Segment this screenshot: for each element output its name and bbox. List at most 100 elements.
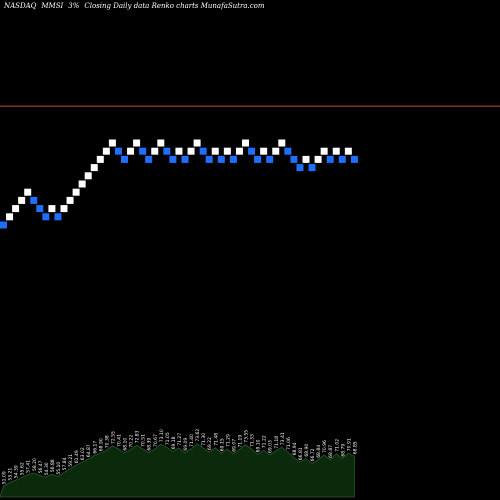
renko-brick-down	[217, 155, 225, 163]
volume-label: 66.72	[310, 448, 316, 461]
volume-label: 70.38	[104, 435, 110, 448]
renko-brick-up	[96, 155, 104, 163]
renko-brick-up	[102, 147, 110, 155]
renko-brick-down	[350, 155, 358, 163]
volume-label: 56.88	[50, 459, 56, 472]
renko-brick-up	[193, 139, 201, 147]
renko-brick-up	[344, 147, 352, 155]
volume-label: 63.02	[80, 447, 86, 460]
renko-brick-down	[181, 155, 189, 163]
volume-label: 73.62	[195, 429, 201, 442]
volume-label: 68.94	[292, 442, 298, 455]
volume-labels-group: 51.09 53.21 54.39 55.62 57.41 58.20 56.47 54.30…	[2, 429, 359, 485]
renko-brick-up	[6, 213, 14, 221]
volume-label: 71.05	[165, 432, 171, 445]
volume-label: 66.81	[298, 447, 304, 460]
renko-brick-up	[211, 147, 219, 155]
volume-label: 69.22	[207, 437, 213, 450]
volume-label: 73.10	[159, 429, 165, 442]
exchange-label: NASDAQ	[4, 2, 37, 10]
renko-brick-down	[36, 205, 44, 213]
volume-label: 69.10	[256, 439, 262, 452]
renko-brick-down	[30, 196, 38, 204]
renko-brick-up	[108, 139, 116, 147]
renko-brick-down	[266, 155, 274, 163]
volume-label: 69.09	[183, 438, 189, 451]
volume-label: 54.39	[14, 465, 20, 478]
renko-brick-down	[338, 155, 346, 163]
renko-brick-down	[296, 164, 304, 172]
volume-label: 55.10	[56, 462, 62, 475]
volume-label: 68.90	[304, 444, 310, 457]
volume-label: 53.21	[8, 468, 14, 481]
renko-brick-down	[121, 155, 128, 163]
renko-brick-up	[175, 147, 183, 155]
volume-label: 59.21	[68, 454, 74, 467]
renko-brick-down	[42, 213, 50, 221]
renko-brick-up	[242, 139, 249, 147]
header-tail-text: Closing Daily data Renko charts MunafaSu…	[84, 2, 265, 10]
volume-label: 51.09	[2, 471, 8, 484]
volume-label: 64.87	[86, 444, 92, 457]
chart-header: NASDAQ MMSI 3% Closing Daily data Renko cha…	[4, 2, 270, 10]
renko-brick-up	[260, 147, 268, 155]
volume-label: 69.15	[219, 438, 225, 451]
renko-brick-down	[248, 147, 256, 155]
renko-brick-down	[254, 155, 262, 163]
renko-brick-down	[308, 164, 316, 172]
volume-label: 56.47	[38, 460, 44, 473]
volume-label: 73.41	[280, 432, 286, 445]
volume-label: 69.07	[231, 439, 237, 452]
volume-label: 71.33	[250, 434, 256, 447]
volume-label: 57.41	[26, 460, 32, 473]
renko-brick-up	[84, 172, 92, 180]
renko-brick-up	[78, 180, 86, 188]
volume-label: 68.85	[352, 441, 358, 454]
volume-label: 71.30	[201, 433, 207, 446]
volume-label: 71.29	[225, 434, 231, 447]
renko-brick-up	[314, 155, 322, 163]
volume-label: 71.06	[286, 437, 292, 450]
volume-label: 58.20	[32, 458, 38, 471]
volume-label: 68.79	[340, 444, 346, 457]
volume-label: 69.03	[268, 440, 274, 453]
renko-brick-up	[320, 147, 328, 155]
renko-brick-up	[157, 139, 165, 147]
renko-brick-down	[290, 155, 298, 163]
volume-label: 68.87	[328, 445, 334, 458]
renko-brick-up	[60, 205, 68, 213]
volume-area-group	[0, 443, 355, 498]
volume-label: 71.27	[177, 433, 183, 446]
renko-brick-up	[127, 147, 135, 155]
renko-brick-up	[90, 164, 98, 172]
renko-brick-down	[284, 147, 292, 155]
volume-label: 68.10	[123, 438, 129, 451]
volume-label: 71.40	[189, 434, 195, 447]
volume-label: 72.55	[110, 431, 116, 444]
renko-brick-down	[199, 147, 207, 155]
symbol-label: MMSI	[41, 2, 64, 10]
renko-brick-up	[18, 196, 26, 204]
volume-label: 61.49	[74, 450, 80, 463]
volume-label: 70.96	[322, 440, 328, 453]
volume-label: 68.90	[98, 438, 104, 451]
volume-label: 57.84	[62, 457, 68, 470]
renko-brick-down	[54, 213, 62, 221]
volume-label: 66.17	[92, 441, 98, 454]
volume-label: 69.18	[171, 436, 177, 449]
renko-brick-up	[48, 205, 56, 213]
renko-brick-down	[145, 155, 153, 163]
change-label: 3%	[68, 2, 80, 10]
volume-label: 54.30	[44, 462, 50, 475]
volume-area	[0, 443, 355, 498]
volume-label: 68.39	[147, 438, 153, 451]
volume-label: 73.55	[244, 430, 250, 443]
renko-brick-down	[0, 221, 7, 229]
renko-brick-down	[229, 155, 237, 163]
volume-label: 72.83	[135, 430, 141, 443]
renko-brick-up	[235, 147, 243, 155]
renko-brick-up	[66, 196, 74, 204]
volume-label: 71.48	[213, 433, 219, 446]
volume-label: 71.02	[334, 439, 340, 452]
